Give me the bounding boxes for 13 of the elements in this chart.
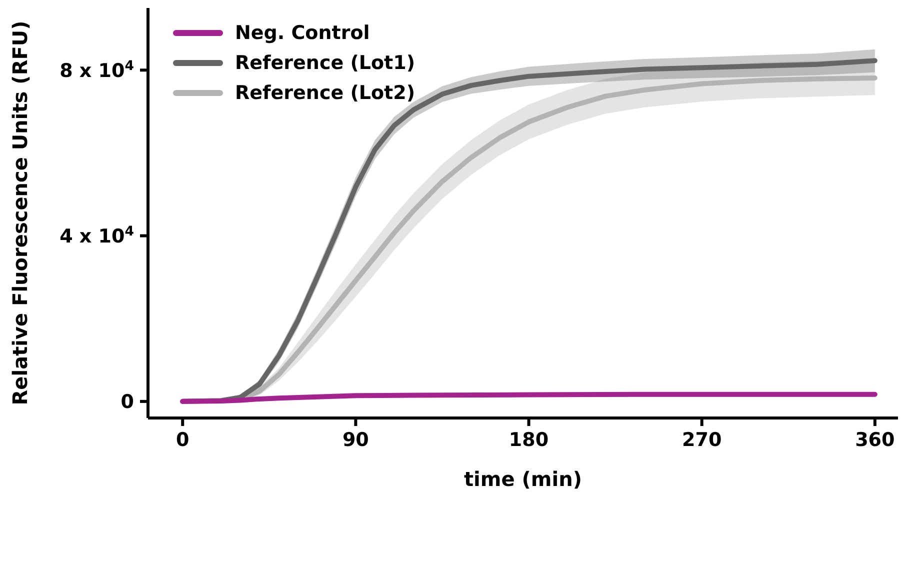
legend-label: Reference (Lot1): [235, 52, 416, 74]
y-axis-title: Relative Fluorescence Units (RFU): [8, 20, 32, 406]
x-axis-title: time (min): [464, 467, 582, 491]
y-tick-label: 8 x 10$^{4}$: [60, 58, 134, 82]
y-tick-label: 4 x 10$^{4}$: [60, 224, 134, 248]
y-tick-label: 0: [120, 391, 134, 414]
x-tick-label: 270: [682, 429, 722, 451]
x-tick-label: 360: [855, 429, 895, 451]
x-tick-label: 90: [342, 429, 369, 451]
x-tick-label: 0: [176, 429, 190, 451]
legend-label: Reference (Lot2): [235, 82, 416, 104]
x-tick-label: 180: [508, 429, 549, 451]
legend-label: Neg. Control: [235, 22, 370, 44]
